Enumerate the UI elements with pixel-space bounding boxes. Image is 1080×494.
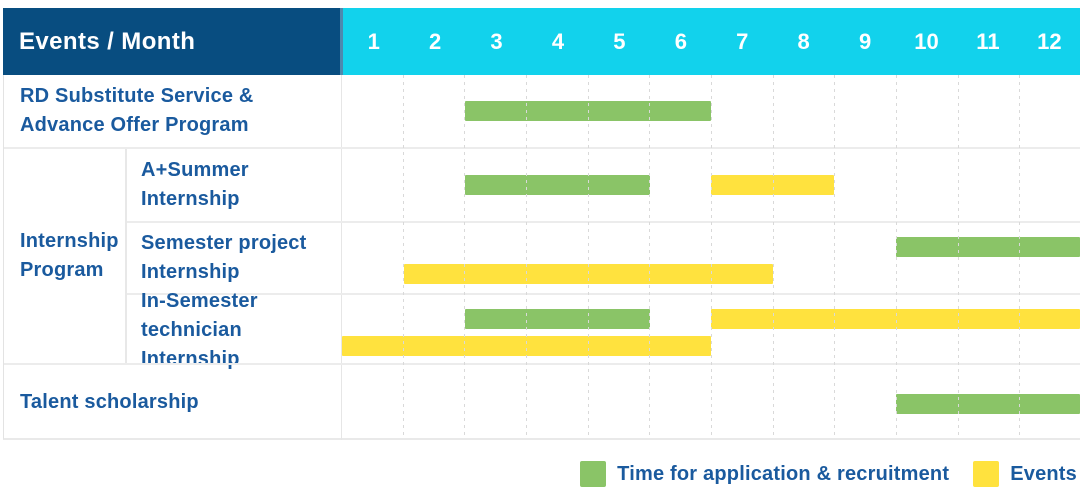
- row-label-line: A+Summer: [141, 159, 249, 181]
- row-label-rd-substitute: RD Substitute Service & Advance Offer Pr…: [4, 75, 341, 147]
- month-label: 1: [367, 28, 380, 54]
- month-label: 4: [551, 28, 565, 54]
- row-rd-substitute: RD Substitute Service & Advance Offer Pr…: [4, 75, 1080, 147]
- row-a-summer-internship: A+Summer Internship: [127, 149, 1080, 221]
- row-chart-cell: [341, 223, 1080, 293]
- yellow-swatch-icon: [973, 461, 1000, 487]
- row-chart-cell: [341, 75, 1080, 147]
- month-label: 2: [429, 28, 442, 54]
- row-label-line: Internship: [141, 261, 240, 283]
- month-label: 6: [674, 28, 687, 54]
- gantt-bar-green: [465, 309, 650, 329]
- gantt-bar-green: [895, 394, 1080, 414]
- header-title: Events / Month: [19, 27, 196, 55]
- month-label: 3: [490, 28, 503, 54]
- row-label-a-summer: A+Summer Internship: [127, 149, 341, 221]
- month-label: 9: [858, 28, 872, 54]
- gantt-bar-green: [895, 237, 1080, 257]
- row-label-talent-scholarship: Talent scholarship: [4, 365, 341, 440]
- group-label-line: Internship: [20, 230, 119, 252]
- green-swatch-icon: [580, 461, 607, 487]
- schedule-table: Events / Month 1 2 3 4 5 6 7 8 9 10 11 12 RD Substi…: [3, 8, 1080, 440]
- row-label-semester-project: Semester project Internship: [127, 223, 341, 293]
- month-header-row: 1 2 3 4 5 6 7 8 9 10 11 12: [340, 8, 1080, 75]
- table-body: RD Substitute Service & Advance Offer Pr…: [3, 75, 1080, 440]
- internship-subrows: A+Summer Internship Semester project Int…: [125, 149, 1080, 370]
- row-chart-cell: [341, 365, 1080, 440]
- gantt-bar-green: [465, 101, 711, 121]
- row-label-in-semester-technician: In-Semester technician Internship: [127, 290, 341, 370]
- month-label: 10: [914, 28, 939, 54]
- row-chart-cell: [341, 295, 1080, 365]
- gantt-bar-yellow: [711, 175, 834, 195]
- legend-item-application-recruitment: Time for application & recruitment: [580, 461, 949, 487]
- row-label-line: RD Substitute Service &: [20, 85, 254, 107]
- month-label: 8: [797, 28, 810, 54]
- row-in-semester-technician-internship: In-Semester technician Internship: [127, 290, 1080, 370]
- row-label-line: Talent scholarship: [20, 391, 199, 413]
- gantt-bar-yellow: [342, 336, 711, 356]
- gantt-bar-yellow: [711, 309, 1080, 329]
- legend-label: Time for application & recruitment: [617, 462, 950, 485]
- legend: Time for application & recruitment Event…: [580, 459, 1077, 489]
- month-label: 12: [1037, 28, 1062, 54]
- table-header-row: Events / Month 1 2 3 4 5 6 7 8 9 10 11 12: [3, 8, 1080, 75]
- row-label-line: Advance Offer Program: [20, 114, 249, 136]
- row-label-line: Semester project: [141, 232, 307, 254]
- row-label-line: Internship: [141, 188, 240, 210]
- events-month-header: Events / Month: [3, 8, 340, 75]
- row-talent-scholarship: Talent scholarship: [4, 363, 1080, 440]
- gantt-bar-green: [465, 175, 650, 195]
- row-semester-project-internship: Semester project Internship: [127, 221, 1080, 293]
- row-label-line: In-Semester: [141, 289, 258, 312]
- month-label: 5: [613, 28, 626, 54]
- group-label-line: Program: [20, 259, 104, 281]
- internship-program-group: Internship Program A+Summer Internship S…: [4, 147, 1080, 370]
- legend-item-events: Events: [973, 461, 1077, 487]
- row-chart-cell: [341, 149, 1080, 221]
- group-label-internship-program: Internship Program: [4, 149, 125, 363]
- gantt-bar-yellow: [403, 264, 773, 284]
- month-label: 7: [736, 28, 749, 54]
- legend-label: Events: [1010, 462, 1077, 485]
- month-label: 11: [976, 28, 1000, 54]
